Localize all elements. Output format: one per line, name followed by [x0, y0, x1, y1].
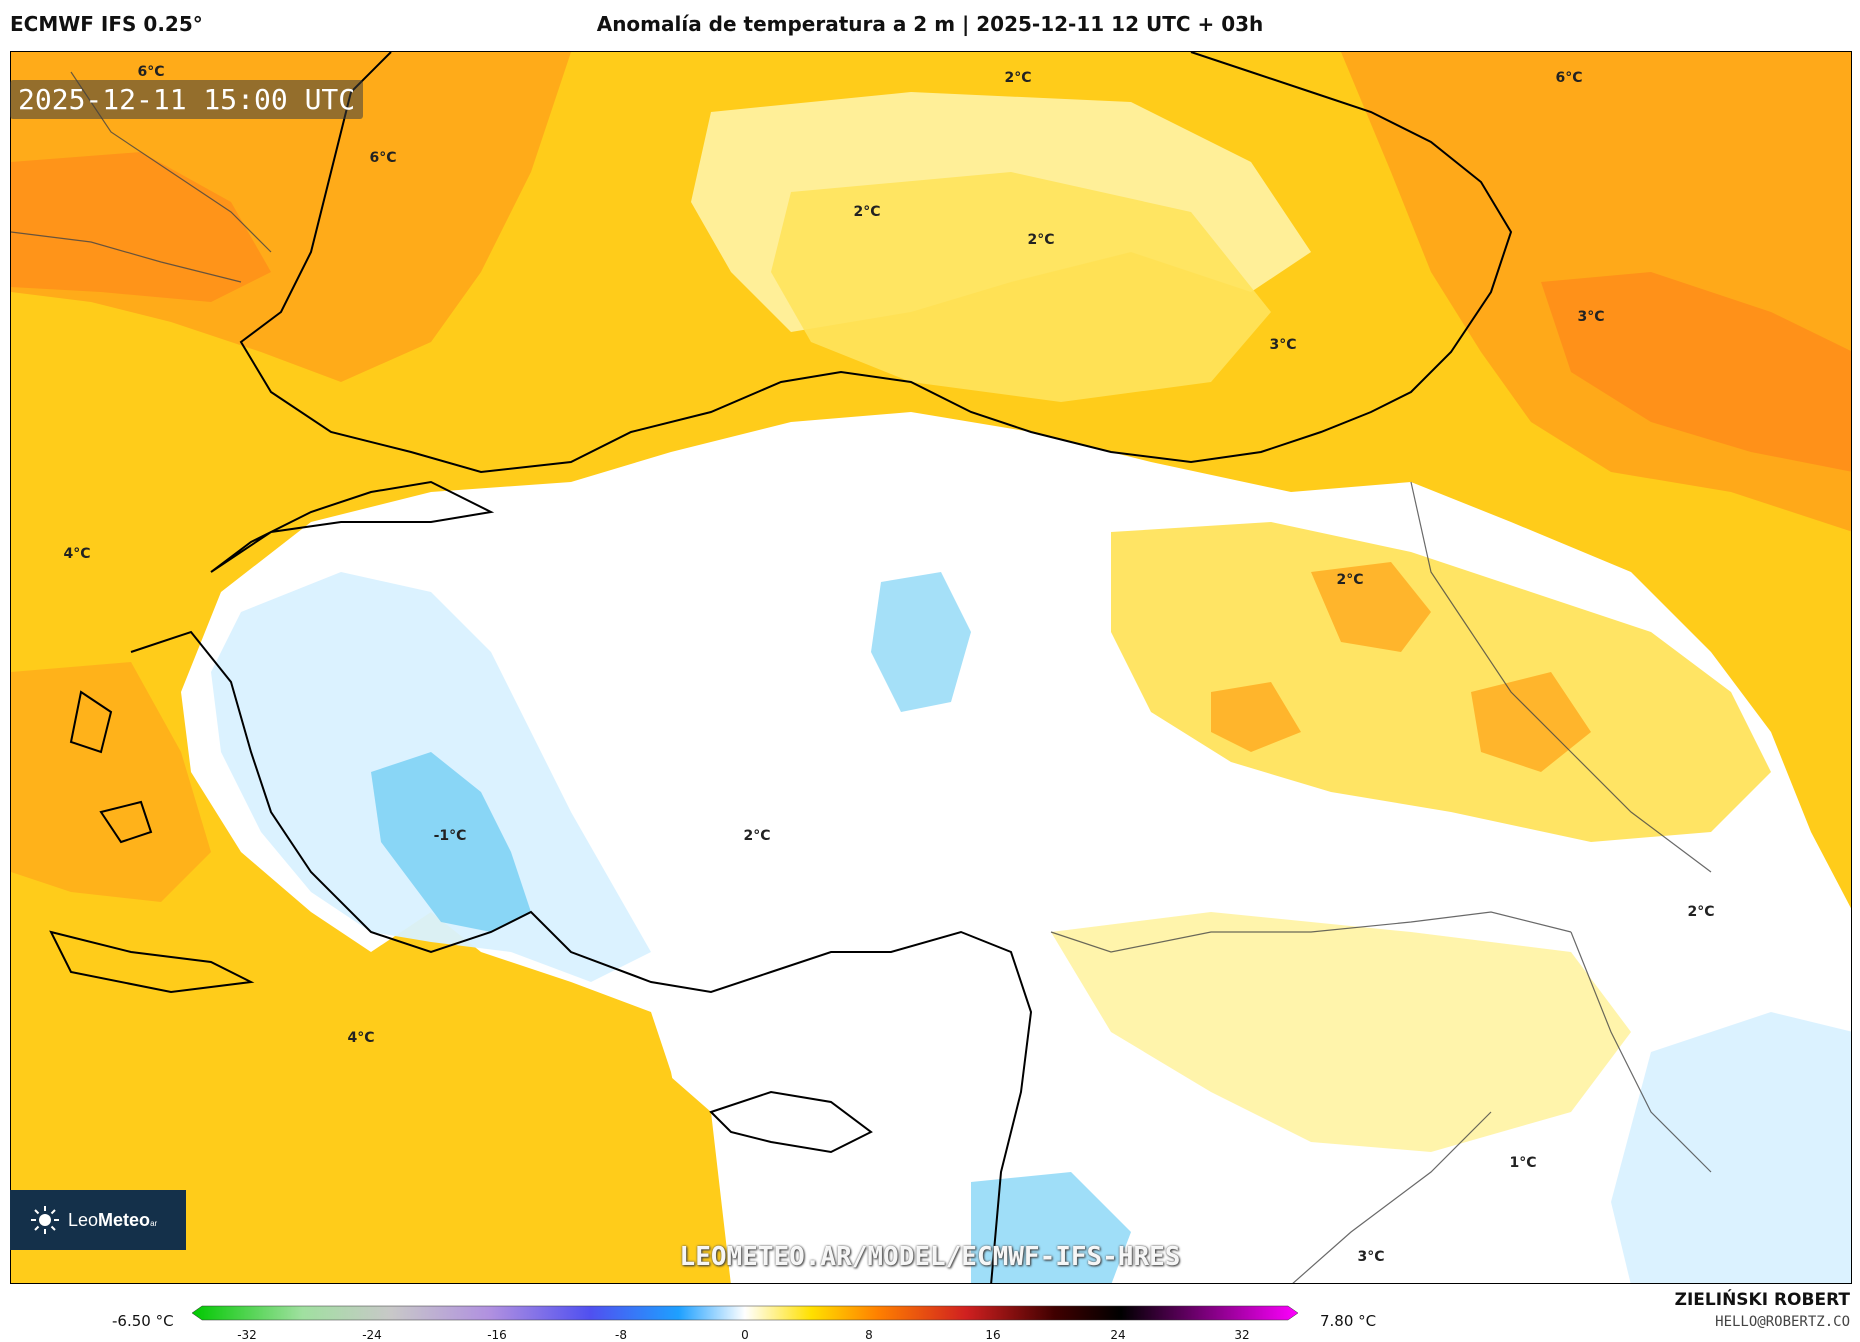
legend-tick: 0 — [741, 1328, 749, 1342]
anomaly-field — [11, 52, 1851, 1283]
contour-label: 3°C — [1577, 309, 1605, 325]
hot-zone-balkans — [11, 152, 271, 302]
contour-label: 2°C — [853, 204, 881, 220]
legend-tick: 8 — [865, 1328, 873, 1342]
pale-zone-mesopotamia — [1051, 912, 1631, 1152]
contour-label: 6°C — [369, 150, 397, 166]
legend-colorbar — [192, 1305, 1298, 1321]
legend-tick: -16 — [487, 1328, 507, 1342]
contour-label: 3°C — [1269, 337, 1297, 353]
contour-label: 2°C — [1687, 904, 1715, 920]
warm-zone-west — [11, 52, 571, 382]
author-email[interactable]: HELLO@ROBERTZ.CO — [1715, 1314, 1850, 1330]
contour-label: 3°C — [1357, 1249, 1385, 1265]
coastlines — [49, 52, 1513, 1283]
legend-tick: 24 — [1110, 1328, 1126, 1342]
contour-label: 4°C — [347, 1030, 375, 1046]
contour-label: 2°C — [1027, 232, 1055, 248]
legend-max-value: 7.80 °C — [1320, 1312, 1377, 1330]
cold-zone-levant — [971, 1172, 1131, 1283]
contour-label: 4°C — [63, 546, 91, 562]
model-title: ECMWF IFS 0.25° — [10, 12, 203, 36]
valid-time-badge: 2025-12-11 15:00 UTC — [10, 80, 364, 119]
contour-label: 6°C — [1555, 70, 1583, 86]
author-name: ZIELIŃSKI ROBERT — [1674, 1290, 1850, 1310]
cool-zone-southeast — [1611, 1012, 1851, 1283]
leometeo-logo[interactable]: LeoMeteoar — [10, 1190, 186, 1250]
hot-zone-caucasus — [1541, 272, 1851, 472]
sun-icon — [31, 1206, 59, 1234]
legend-min-value: -6.50 °C — [112, 1312, 174, 1330]
contour-label: 6°C — [137, 64, 165, 80]
map-title: Anomalía de temperatura a 2 m | 2025-12-… — [596, 12, 1264, 36]
legend-tick: -24 — [362, 1328, 382, 1342]
contour-label: 1°C — [1509, 1155, 1537, 1171]
map-area[interactable]: 6°C 6°C 2°C 2°C 2°C 3°C 6°C 3°C 4°C 2°C … — [10, 51, 1852, 1284]
warm-zone-aegean — [11, 662, 211, 902]
contour-label: 2°C — [1336, 572, 1364, 588]
orange-spots-east-anatolia — [1211, 562, 1591, 772]
legend-tick: 32 — [1234, 1328, 1250, 1342]
legend-tick: -8 — [615, 1328, 627, 1342]
logo-wordmark: LeoMeteoar — [68, 1209, 158, 1230]
legend-tick: -32 — [237, 1328, 257, 1342]
contour-label: 2°C — [1004, 70, 1032, 86]
legend-ticks: -32 -24 -16 -8 0 8 16 24 32 — [192, 1328, 1298, 1342]
warm-zone-mediterranean — [11, 872, 731, 1283]
legend-tick: 16 — [985, 1328, 1001, 1342]
contour-label: 2°C — [743, 828, 771, 844]
mild-zone-blacksea — [771, 172, 1271, 402]
cold-spot-southwest — [371, 752, 531, 932]
contour-label: -1°C — [433, 828, 467, 844]
model-url-watermark: LEOMETEO.AR/MODEL/ECMWF-IFS-HRES — [679, 1242, 1181, 1272]
cold-spot-central — [871, 572, 971, 712]
warm-zone-east-anatolia — [1111, 522, 1771, 842]
